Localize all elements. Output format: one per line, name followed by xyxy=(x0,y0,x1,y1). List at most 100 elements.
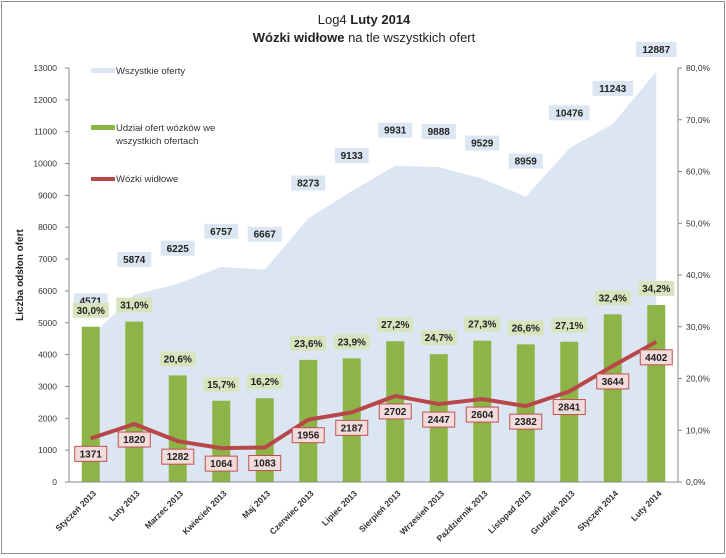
x-tick-label: Czerwiec 2013 xyxy=(267,488,315,536)
area-data-label-box xyxy=(636,42,677,57)
line-series-forklifts xyxy=(90,340,658,451)
bar-data-label-box xyxy=(333,334,370,350)
y-tick-label: 4000 xyxy=(38,350,57,360)
line-data-label-box xyxy=(291,427,325,444)
area-data-label: 6667 xyxy=(254,230,277,241)
bar-data-label-box xyxy=(551,317,588,333)
bar-share xyxy=(125,321,144,482)
x-tick-label: Marzec 2013 xyxy=(143,488,186,531)
bar-data-label-box xyxy=(638,281,675,297)
bar-data-label: 27,1% xyxy=(555,321,583,332)
x-tick-label: Sierpień 2013 xyxy=(357,488,403,534)
bar-data-label: 16,2% xyxy=(251,377,279,388)
area-data-label: 12887 xyxy=(642,45,670,56)
line-data-label: 1282 xyxy=(167,452,190,463)
line-data-label-box xyxy=(465,406,499,423)
y-tick-label: 3000 xyxy=(38,381,57,391)
y-tick-label: 2000 xyxy=(38,413,57,423)
line-data-label: 2604 xyxy=(471,410,494,421)
line-data-label-box xyxy=(552,399,586,416)
line-data-label: 1956 xyxy=(297,431,320,442)
area-data-label: 8273 xyxy=(297,179,320,190)
bar-data-label-box xyxy=(290,335,327,351)
bar-data-label-box xyxy=(594,290,631,306)
y-tick-label: 7000 xyxy=(38,254,57,264)
area-data-label-box xyxy=(291,175,326,191)
area-data-label-box xyxy=(117,251,152,267)
y-tick-label: 13000 xyxy=(33,63,57,73)
bar-data-label: 27,2% xyxy=(381,320,409,331)
bar-data-label-box xyxy=(116,297,153,313)
area-data-label: 6225 xyxy=(167,244,190,255)
bar-share xyxy=(168,375,187,482)
area-data-label: 9888 xyxy=(428,127,451,138)
bar-data-label-box xyxy=(72,302,109,318)
y-axis-label: Liczba odsłon ofert xyxy=(15,228,26,320)
y2-tick-label: 80,0% xyxy=(686,63,711,73)
bar-data-label: 15,7% xyxy=(207,380,235,391)
bar-share xyxy=(603,314,622,482)
y-tick-label: 6000 xyxy=(38,286,57,296)
x-tick-label: Styczeń 2013 xyxy=(53,488,98,533)
y2-tick-label: 40,0% xyxy=(686,270,711,280)
area-data-label: 11243 xyxy=(599,84,627,95)
y-tick-label: 1000 xyxy=(38,445,57,455)
y-tick-label: 9000 xyxy=(38,190,57,200)
area-data-label-box xyxy=(160,240,195,256)
line-data-label: 2382 xyxy=(515,417,538,428)
y2-tick-label: 70,0% xyxy=(686,115,711,125)
x-tick-label: Styczeń 2014 xyxy=(575,488,620,533)
legend: Wszystkie oferty Udział ofert wózków we … xyxy=(91,66,215,185)
bar-data-label-box xyxy=(464,316,501,332)
bar-share xyxy=(81,326,100,482)
legend-swatch-line xyxy=(91,177,115,181)
y2-tick-label: 0,0% xyxy=(686,477,706,487)
area-data-label-box xyxy=(378,122,413,138)
legend-swatch-area xyxy=(91,68,115,73)
line-data-label: 1820 xyxy=(123,435,146,446)
bar-data-label-box xyxy=(246,374,283,390)
bar-data-label: 27,3% xyxy=(468,320,496,331)
legend-label-bars-2: wszystkich ofertach xyxy=(115,136,198,147)
line-data-label-box xyxy=(117,431,151,448)
chart-subtitle: Wózki widłowe na tle wszystkich ofert xyxy=(253,30,476,45)
line-data-label-box xyxy=(248,455,282,472)
line-data-label-box xyxy=(378,403,412,420)
y2-tick-label: 30,0% xyxy=(686,322,711,332)
y2-tick-label: 60,0% xyxy=(686,167,711,177)
line-data-label-box xyxy=(335,419,369,436)
bar-data-label-box xyxy=(507,320,544,336)
bar-data-label: 26,6% xyxy=(512,323,540,334)
bar-data-label-box xyxy=(420,330,457,346)
y-tick-label: 5000 xyxy=(38,318,57,328)
legend-label-bars-1: Udział ofert wózków we xyxy=(116,123,215,134)
bar-data-label-box xyxy=(159,351,196,367)
area-data-label: 10476 xyxy=(555,108,583,119)
area-data-label: 8959 xyxy=(515,157,538,168)
x-tick-label: Luty 2014 xyxy=(629,488,664,523)
line-data-label: 4402 xyxy=(645,353,668,364)
area-data-label: 9529 xyxy=(471,139,494,150)
legend-label-line: Wózki widłowe xyxy=(116,174,178,185)
line-data-label-box xyxy=(509,413,543,430)
line-data-label-box xyxy=(204,455,238,472)
bar-data-label: 34,2% xyxy=(642,284,670,295)
bar-data-label: 23,9% xyxy=(338,337,366,348)
area-data-label-box xyxy=(549,105,590,121)
x-tick-label: Grudzień 2013 xyxy=(529,488,577,536)
x-tick-label: Maj 2013 xyxy=(240,488,272,520)
bar-data-label: 24,7% xyxy=(425,333,453,344)
line-data-label-box xyxy=(161,448,195,465)
bar-data-label-box xyxy=(377,317,414,333)
area-data-label: 5874 xyxy=(123,255,146,266)
line-data-label: 2702 xyxy=(384,407,407,418)
y-tick-label: 0 xyxy=(52,477,57,487)
area-data-label-box xyxy=(465,135,500,151)
line-data-label: 1064 xyxy=(210,459,233,470)
area-data-label-box xyxy=(247,226,282,242)
bar-data-label: 31,0% xyxy=(120,301,148,312)
y2-tick-label: 50,0% xyxy=(686,218,711,228)
line-data-label: 2187 xyxy=(341,423,364,434)
